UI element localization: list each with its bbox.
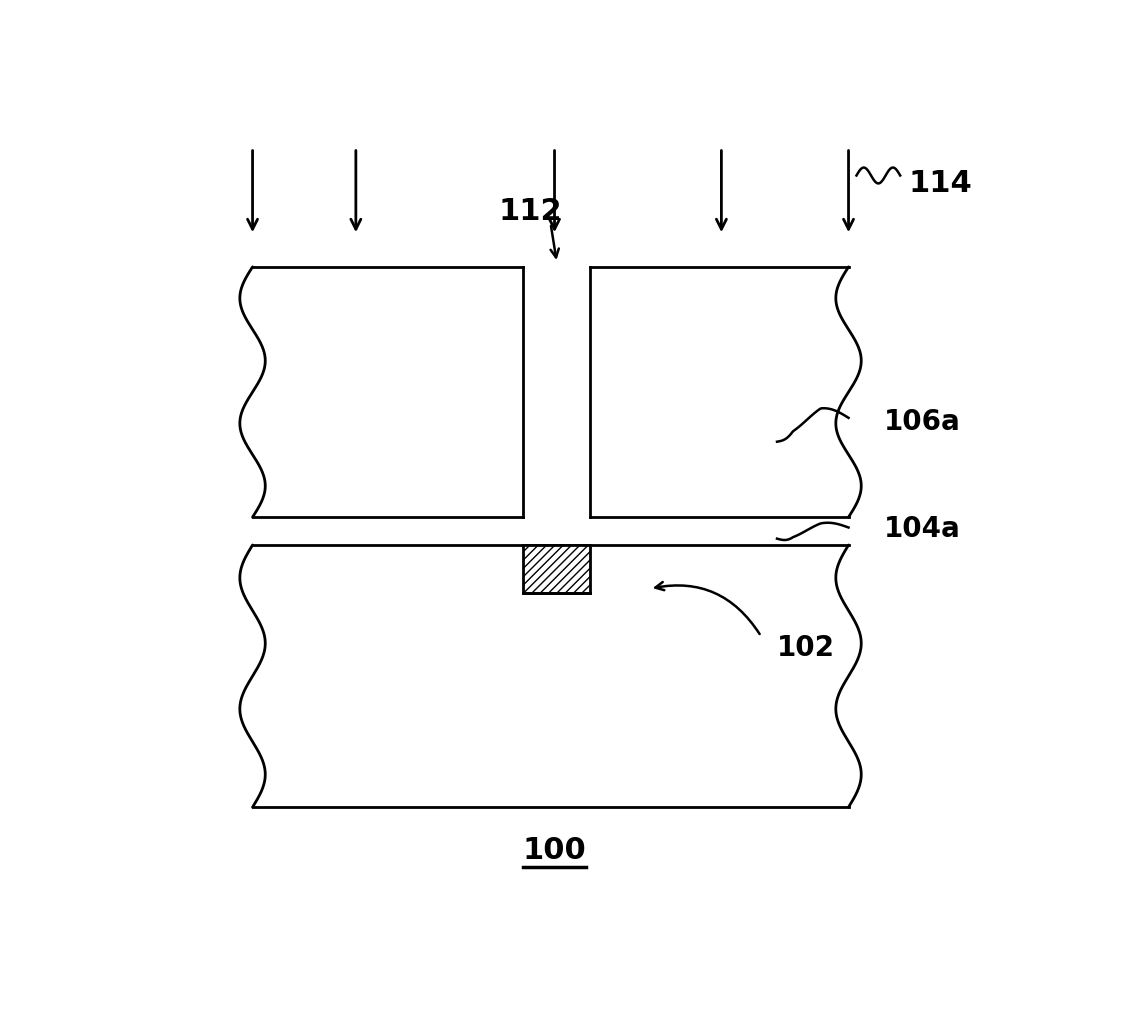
Text: 106a: 106a [884,408,961,436]
FancyArrowPatch shape [656,582,760,634]
Text: 114: 114 [908,169,972,198]
Text: 112: 112 [499,197,563,226]
Text: 100: 100 [523,836,587,866]
Text: 102: 102 [777,635,835,663]
Bar [523,545,590,592]
Text: 104a: 104a [884,515,961,543]
